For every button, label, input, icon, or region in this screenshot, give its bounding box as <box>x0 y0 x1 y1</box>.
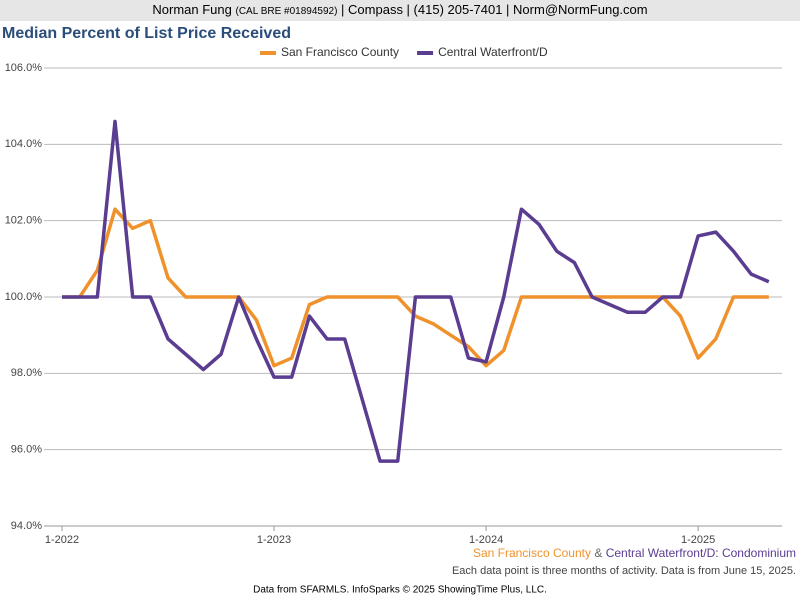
legend-label: Central Waterfront/D <box>438 45 548 59</box>
x-tick-label: 1-2023 <box>257 534 291 546</box>
y-tick-label: 96.0% <box>11 444 42 456</box>
x-tick-label: 1-2022 <box>45 534 79 546</box>
series-line <box>62 119 770 463</box>
y-tick-label: 106.0% <box>5 62 43 74</box>
x-tick-label: 1-2024 <box>469 534 503 546</box>
caption-area: Central Waterfront/D: Condominium <box>606 546 796 560</box>
y-tick-label: 98.0% <box>11 367 42 379</box>
note: Each data point is three months of activ… <box>452 565 796 577</box>
chart-title: Median Percent of List Price Received <box>2 25 291 42</box>
header-text: Norman Fung (CAL BRE #01894592) | Compas… <box>152 2 647 17</box>
header-name: Norman Fung <box>152 2 231 17</box>
legend-label: San Francisco County <box>281 45 399 59</box>
caption-joiner: & <box>594 546 602 560</box>
caption-series: San Francisco County <box>473 546 591 560</box>
series-line <box>62 207 769 368</box>
y-tick-label: 100.0% <box>5 291 43 303</box>
x-tick-label: 1-2025 <box>681 534 715 546</box>
y-tick-label: 102.0% <box>5 215 43 227</box>
header-contact: | Compass | (415) 205-7401 | Norm@NormFu… <box>341 2 648 17</box>
y-tick-label: 104.0% <box>5 138 43 150</box>
header-bar <box>0 0 800 21</box>
header-license: (CAL BRE #01894592) <box>236 6 338 17</box>
source: Data from SFARMLS. InfoSparks © 2025 Sho… <box>253 585 547 596</box>
caption: San Francisco County & Central Waterfron… <box>473 546 796 560</box>
y-tick-label: 94.0% <box>11 520 42 532</box>
